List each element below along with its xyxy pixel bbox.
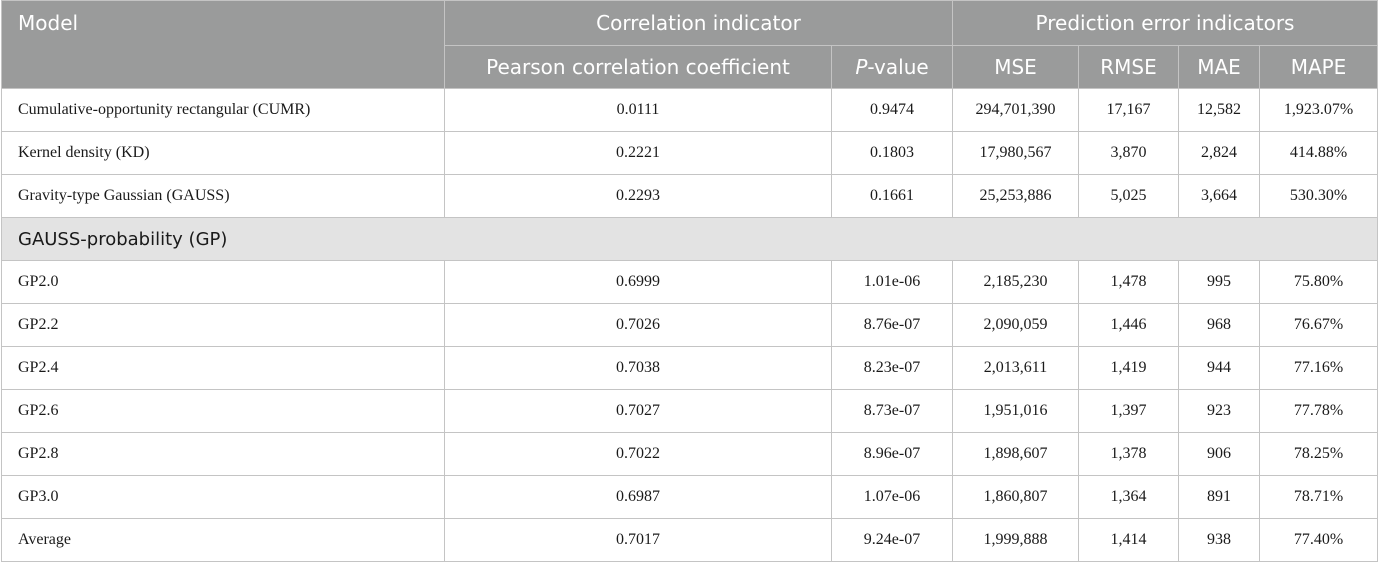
cell-mape: 1,923.07% <box>1258 88 1378 132</box>
cell-mse: 2,090,059 <box>952 303 1079 347</box>
cell-pearson: 0.7027 <box>444 389 832 433</box>
cell-mae: 12,582 <box>1178 88 1260 132</box>
cell-pearson: 0.7022 <box>444 432 832 476</box>
cell-mape: 77.16% <box>1258 346 1378 390</box>
cell-mse: 1,860,807 <box>952 475 1079 519</box>
cell-mse: 1,999,888 <box>952 518 1079 562</box>
cell-p-value: 0.1661 <box>831 174 953 218</box>
cell-p-value: 8.96e-07 <box>831 432 953 476</box>
header-mape: MAPE <box>1258 45 1378 89</box>
cell-pearson: 0.6987 <box>444 475 832 519</box>
cell-p-value: 9.24e-07 <box>831 518 953 562</box>
cell-mse: 1,951,016 <box>952 389 1079 433</box>
cell-p-value: 1.07e-06 <box>831 475 953 519</box>
section-row-gp: GAUSS-probability (GP) <box>0 217 1378 261</box>
cell-mae: 923 <box>1178 389 1260 433</box>
table-row: Cumulative-opportunity rectangular (CUMR… <box>1 88 1378 132</box>
table-row: GP3.0 0.6987 1.07e-06 1,860,807 1,364 89… <box>1 475 1378 519</box>
cell-model: GP2.4 <box>1 346 445 390</box>
cell-mape: 78.25% <box>1258 432 1378 476</box>
header-p-value: P-value <box>831 45 953 89</box>
cell-rmse: 17,167 <box>1078 88 1179 132</box>
table-header: Model Correlation indicator Prediction e… <box>1 0 1378 89</box>
cell-model: Average <box>1 518 445 562</box>
header-mse: MSE <box>952 45 1079 89</box>
header-model: Model <box>1 0 445 89</box>
header-row-top: Model Correlation indicator Prediction e… <box>1 0 1378 89</box>
cell-rmse: 1,378 <box>1078 432 1179 476</box>
cell-model: GP2.6 <box>1 389 445 433</box>
cell-pearson: 0.7038 <box>444 346 832 390</box>
cell-mse: 2,013,611 <box>952 346 1079 390</box>
cell-mape: 76.67% <box>1258 303 1378 347</box>
cell-mae: 944 <box>1178 346 1260 390</box>
cell-model: GP3.0 <box>1 475 445 519</box>
cell-model: GP2.0 <box>1 260 445 304</box>
cell-p-value: 1.01e-06 <box>831 260 953 304</box>
header-p-italic: P <box>855 55 868 79</box>
cell-model: GP2.8 <box>1 432 445 476</box>
cell-pearson: 0.7026 <box>444 303 832 347</box>
header-rmse: RMSE <box>1078 45 1179 89</box>
cell-rmse: 1,364 <box>1078 475 1179 519</box>
cell-mae: 968 <box>1178 303 1260 347</box>
table-row: GP2.2 0.7026 8.76e-07 2,090,059 1,446 96… <box>1 303 1378 347</box>
cell-mape: 78.71% <box>1258 475 1378 519</box>
cell-model: Kernel density (KD) <box>1 131 445 175</box>
header-p-rest: -value <box>867 55 929 79</box>
cell-mse: 17,980,567 <box>952 131 1079 175</box>
cell-model: Cumulative-opportunity rectangular (CUMR… <box>1 88 445 132</box>
cell-mse: 2,185,230 <box>952 260 1079 304</box>
cell-mse: 25,253,886 <box>952 174 1079 218</box>
table-row: GP2.0 0.6999 1.01e-06 2,185,230 1,478 99… <box>1 260 1378 304</box>
section-label: GAUSS-probability (GP) <box>0 217 1378 261</box>
cell-mae: 2,824 <box>1178 131 1260 175</box>
cell-mse: 1,898,607 <box>952 432 1079 476</box>
cell-pearson: 0.7017 <box>444 518 832 562</box>
header-row-sub: Pearson correlation coefficient P-value … <box>2 45 1378 89</box>
table-row: GP2.4 0.7038 8.23e-07 2,013,611 1,419 94… <box>1 346 1378 390</box>
header-correlation-group: Correlation indicator <box>444 0 953 46</box>
cell-rmse: 1,446 <box>1078 303 1179 347</box>
cell-rmse: 1,397 <box>1078 389 1179 433</box>
cell-p-value: 0.1803 <box>831 131 953 175</box>
cell-pearson: 0.0111 <box>444 88 832 132</box>
cell-mae: 906 <box>1178 432 1260 476</box>
header-mae: MAE <box>1178 45 1260 89</box>
cell-rmse: 1,478 <box>1078 260 1179 304</box>
cell-p-value: 8.23e-07 <box>831 346 953 390</box>
cell-mape: 414.88% <box>1258 131 1378 175</box>
cell-mae: 995 <box>1178 260 1260 304</box>
table-row: Kernel density (KD) 0.2221 0.1803 17,980… <box>1 131 1378 175</box>
cell-pearson: 0.6999 <box>444 260 832 304</box>
cell-rmse: 3,870 <box>1078 131 1179 175</box>
cell-mae: 3,664 <box>1178 174 1260 218</box>
cell-p-value: 0.9474 <box>831 88 953 132</box>
cell-mape: 75.80% <box>1258 260 1378 304</box>
cell-pearson: 0.2293 <box>444 174 832 218</box>
cell-mape: 530.30% <box>1258 174 1378 218</box>
cell-rmse: 5,025 <box>1078 174 1179 218</box>
cell-mape: 77.40% <box>1258 518 1378 562</box>
cell-rmse: 1,414 <box>1078 518 1179 562</box>
table-body: Cumulative-opportunity rectangular (CUMR… <box>0 88 1378 562</box>
cell-model: GP2.2 <box>1 303 445 347</box>
cell-mae: 891 <box>1178 475 1260 519</box>
table-row: GP2.6 0.7027 8.73e-07 1,951,016 1,397 92… <box>1 389 1378 433</box>
cell-rmse: 1,419 <box>1078 346 1179 390</box>
table-row-average: Average 0.7017 9.24e-07 1,999,888 1,414 … <box>1 518 1378 562</box>
cell-p-value: 8.73e-07 <box>831 389 953 433</box>
table-row: GP2.8 0.7022 8.96e-07 1,898,607 1,378 90… <box>1 432 1378 476</box>
cell-mae: 938 <box>1178 518 1260 562</box>
header-error-group: Prediction error indicators <box>951 0 1378 46</box>
header-pearson: Pearson correlation coefficient <box>444 45 832 89</box>
cell-p-value: 8.76e-07 <box>831 303 953 347</box>
cell-model: Gravity-type Gaussian (GAUSS) <box>1 174 445 218</box>
cell-pearson: 0.2221 <box>444 131 832 175</box>
cell-mse: 294,701,390 <box>952 88 1079 132</box>
table-row: Gravity-type Gaussian (GAUSS) 0.2293 0.1… <box>1 174 1378 218</box>
cell-mape: 77.78% <box>1258 389 1378 433</box>
